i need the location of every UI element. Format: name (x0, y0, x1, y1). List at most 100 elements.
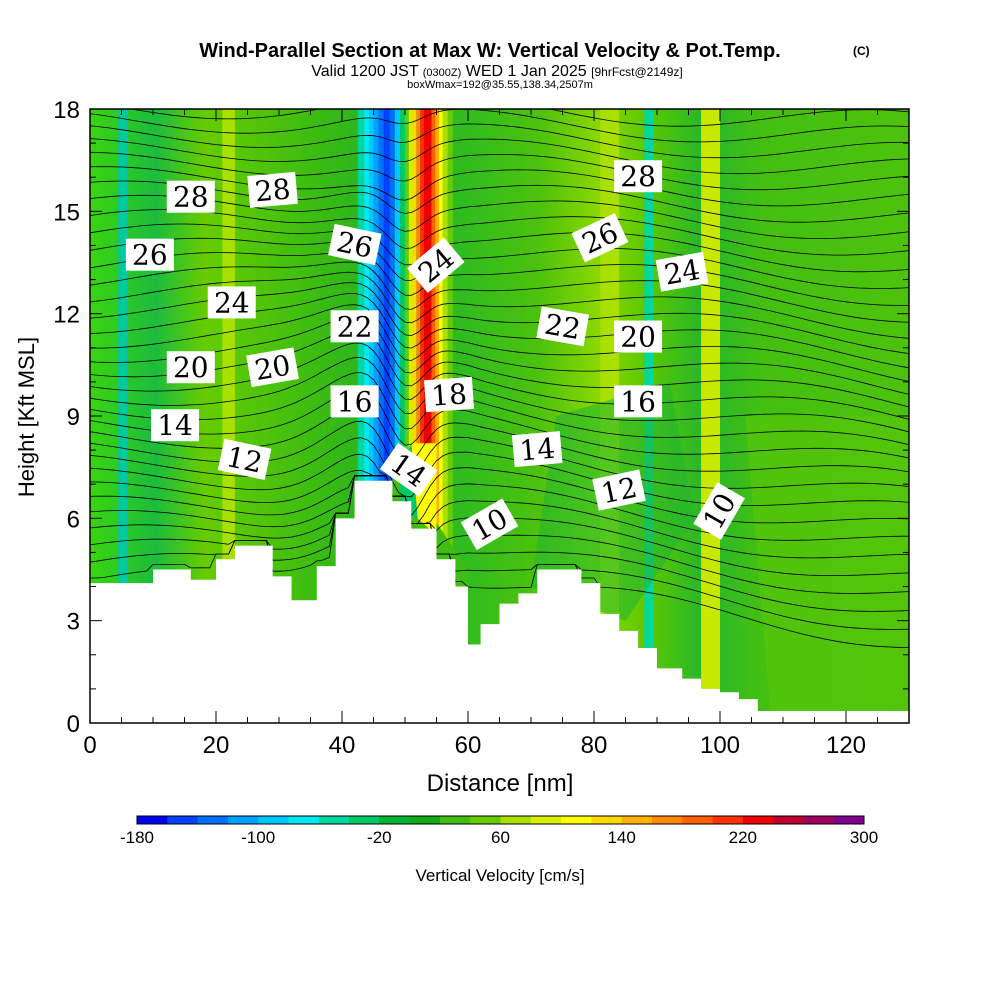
y-tick-label: 6 (67, 506, 80, 533)
colorbar-swatch (682, 816, 714, 824)
isentrope-label-box (460, 498, 519, 551)
isentrope-label: 24 (655, 251, 709, 292)
colorbar-swatch (742, 816, 774, 824)
colorbar-swatch (470, 816, 501, 824)
colorbar-label: Vertical Velocity [cm/s] (415, 866, 584, 885)
x-tick-label: 120 (826, 732, 866, 759)
isentrope-line (90, 138, 909, 175)
x-tick-label: 40 (329, 732, 356, 759)
isentrope-label-box (614, 385, 663, 418)
isentrope-label-text: 28 (253, 172, 291, 208)
colorbar-swatch (621, 816, 653, 824)
isentrope-label: 22 (330, 310, 379, 343)
isentrope-line (90, 469, 909, 541)
isentrope-line (90, 151, 909, 191)
isentrope-label: 28 (614, 160, 663, 193)
colorbar-swatch (227, 816, 259, 824)
isentrope-label-text: 14 (518, 432, 556, 468)
isentrope-label: 16 (330, 385, 379, 418)
downdraft-band (389, 109, 395, 723)
isentrope-line (90, 223, 909, 273)
isentrope-line (90, 209, 909, 256)
isentrope-label-text: 12 (598, 471, 640, 511)
x-tick-label: 100 (700, 732, 740, 759)
y-tick-label: 12 (53, 302, 80, 329)
potential-temperature-contours (90, 109, 909, 648)
colorbar-swatch (712, 816, 744, 824)
colorbar-swatch (318, 816, 350, 824)
colorbar-swatch (591, 816, 623, 824)
colorbar-swatch (439, 816, 471, 824)
isentrope-label: 14 (151, 409, 200, 442)
isentrope-label: 12 (217, 438, 272, 481)
chart-title: Wind-Parallel Section at Max W: Vertical… (199, 40, 780, 62)
isentrope-label-box (330, 385, 379, 418)
colorbar-tick-label: 60 (491, 828, 510, 847)
isentrope-label: 22 (536, 306, 590, 347)
isentrope-label-text: 14 (157, 409, 193, 442)
isentrope-label-text: 20 (173, 351, 209, 384)
isentrope-line (90, 453, 909, 524)
updraft-band (420, 109, 424, 723)
isentrope-label-text: 18 (430, 377, 468, 412)
isentrope-line (90, 328, 909, 408)
colorbar-swatch (409, 816, 441, 824)
title-mark: (C) (853, 44, 870, 58)
isentrope-label-text: 20 (620, 321, 656, 354)
updraft-band (447, 109, 453, 723)
isentrope-label-box (592, 469, 646, 511)
colorbar-swatch (197, 816, 229, 824)
colorbar-tick-label: 220 (729, 828, 757, 847)
isentrope-label-box (330, 310, 379, 343)
updraft-band (442, 109, 448, 723)
isentrope-label-text: 28 (173, 181, 209, 214)
y-tick-label: 15 (53, 199, 80, 226)
isentrope-label-box (655, 251, 709, 292)
colorbar-swatch (833, 816, 865, 824)
isentrope-label-text: 26 (334, 225, 376, 265)
colorbar-tick-label: -20 (367, 828, 392, 847)
colorbar-tick-label: 140 (607, 828, 635, 847)
colorbar-swatch (803, 816, 835, 824)
streak-cyan (118, 109, 128, 723)
isentrope-label: 18 (423, 376, 475, 413)
isentrope-label-box (166, 351, 215, 384)
isentrope-label-text: 12 (224, 440, 266, 480)
colorbar-swatch (349, 816, 380, 824)
updraft-band (435, 109, 440, 723)
isentrope-label-box (511, 431, 563, 468)
isentrope-label: 26 (328, 223, 382, 266)
updraft-band (405, 109, 409, 723)
isentrope-label-text: 26 (132, 239, 168, 272)
isentrope-label-box (693, 482, 745, 540)
colorbar-swatch (500, 816, 532, 824)
isentrope-line (90, 194, 909, 240)
isentrope-label-box (151, 409, 200, 442)
isentrope-label: 20 (614, 320, 663, 354)
isentrope-label: 14 (511, 431, 563, 468)
isentrope-label: 24 (207, 286, 256, 319)
isentrope-line (90, 437, 909, 507)
isentrope-label-box (423, 376, 475, 413)
isentrope-label-box (166, 180, 215, 213)
valid-forecast: [9hrFcst@2149z] (591, 65, 683, 79)
isentrope-label: 16 (614, 385, 663, 418)
isentrope-line (90, 475, 909, 612)
isentrope-line (90, 123, 909, 159)
updraft-band (412, 109, 417, 723)
colorbar: -180 -100 -20 60 140 220 300 (120, 815, 878, 847)
valid-utc: (0300Z) (423, 67, 462, 79)
valid-line: Valid 1200 JST (0300Z) WED 1 Jan 2025 [9… (311, 63, 682, 80)
axes: 0 20 40 60 80 100 120 0 3 6 9 12 15 18 (53, 97, 910, 759)
colorbar-swatch (651, 816, 683, 824)
isentrope-line (90, 304, 909, 382)
colorbar-tick-label: 300 (850, 828, 878, 847)
isentrope-line (90, 271, 909, 339)
colorbar-swatch (167, 816, 199, 824)
updraft-band (416, 109, 421, 723)
colorbar-swatch (530, 816, 562, 824)
y-tick-label: 18 (53, 97, 80, 124)
y-axis-label: Height [Kft MSL] (14, 337, 39, 497)
